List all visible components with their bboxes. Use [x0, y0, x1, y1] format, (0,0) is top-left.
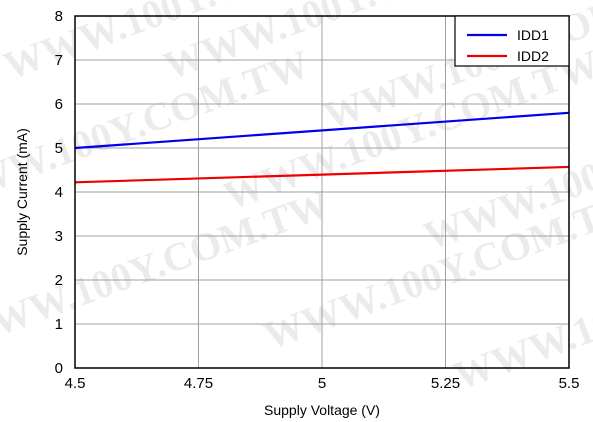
x-axis-title: Supply Voltage (V): [264, 402, 380, 418]
legend-label-idd1: IDD1: [517, 27, 549, 43]
legend-box: [454, 15, 570, 67]
x-tick-label: 5.5: [559, 375, 580, 392]
legend-label-idd2: IDD2: [517, 48, 549, 64]
series-line-idd1: [74, 111, 570, 150]
y-tick-label: 2: [55, 272, 63, 289]
y-tick-label: 0: [55, 360, 63, 377]
y-tick-label: 6: [55, 96, 63, 113]
y-tick-label: 7: [55, 52, 63, 69]
y-tick-label: 4: [55, 184, 63, 201]
x-tick-label: 4.75: [184, 375, 213, 392]
grid: [75, 16, 569, 368]
series-line-idd2: [74, 165, 570, 184]
plot-frame: [74, 15, 570, 369]
y-tick-label: 5: [55, 140, 63, 157]
y-tick-label: 1: [55, 316, 63, 333]
y-axis-title: Supply Current (mA): [14, 128, 30, 256]
series-layer: [74, 111, 570, 184]
legend: IDD1 IDD2: [454, 15, 570, 67]
y-tick-label: 8: [55, 8, 63, 25]
x-tick-label: 4.5: [65, 375, 86, 392]
tick-labels: 4.5 4.75 5 5.25 5.5 0 1 2 3 4 5 6 7 8: [55, 8, 580, 392]
x-tick-label: 5.25: [431, 375, 460, 392]
x-tick-label: 5: [318, 375, 326, 392]
y-tick-label: 3: [55, 228, 63, 245]
